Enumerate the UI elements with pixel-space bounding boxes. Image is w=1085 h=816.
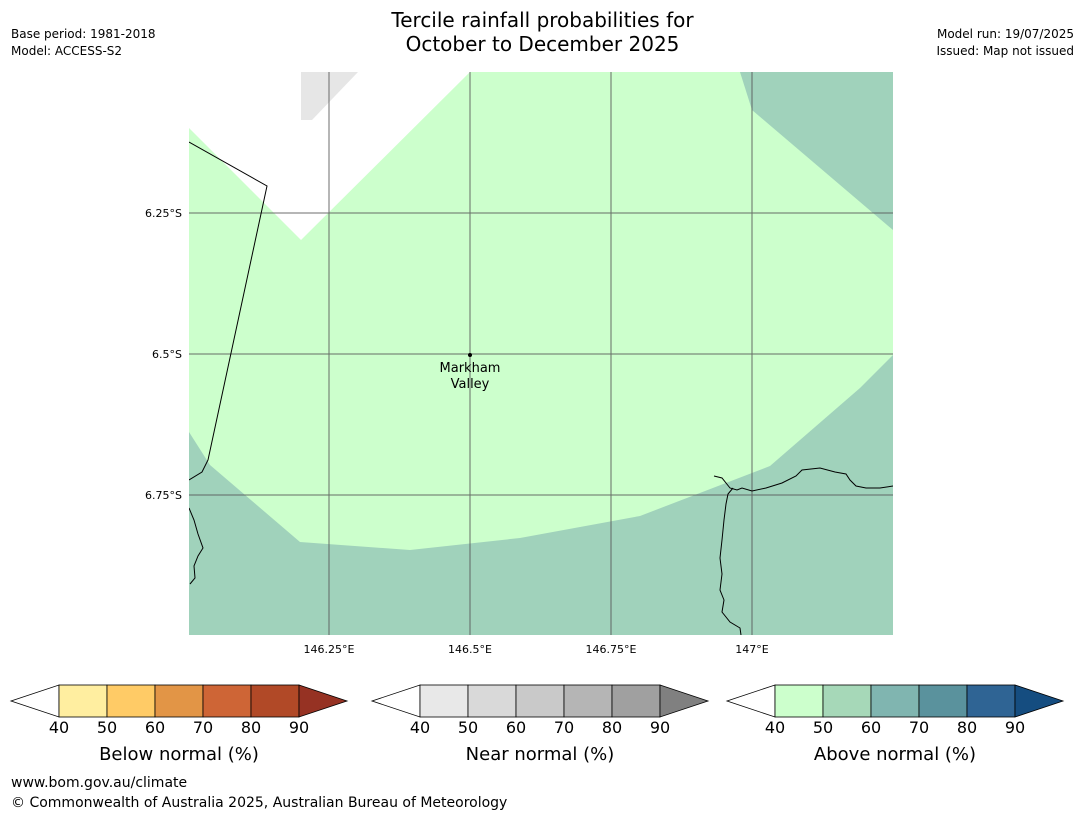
cb-near-tick: 80 — [601, 718, 623, 737]
cb-near-tick: 40 — [409, 718, 431, 737]
colorbar-below-segment — [154, 684, 204, 718]
above-normal-50-60-region-south — [189, 355, 893, 635]
colorbar-above-graphic — [725, 684, 1065, 718]
colorbar-near-segment — [467, 684, 517, 718]
lat-label-6-25: 6.25°S — [145, 207, 182, 220]
colorbar-near-segment — [611, 684, 661, 718]
cb-above-tick: 40 — [764, 718, 786, 737]
colorbar-above: 40 50 60 70 80 90 Above normal (%) — [716, 684, 1076, 765]
coastline-west — [189, 507, 204, 585]
graticule — [189, 72, 893, 635]
map-title: Tercile rainfall probabilities for Octob… — [0, 8, 1085, 56]
markham-valley-marker[interactable] — [468, 353, 472, 357]
coastline-east — [713, 467, 893, 492]
cb-above-tick: 90 — [1004, 718, 1026, 737]
colorbar-above-segment — [870, 684, 920, 718]
cb-below-tick: 50 — [96, 718, 118, 737]
colorbar-near-label: Near normal (%) — [465, 744, 615, 765]
colorbar-above-over-arrow — [1014, 684, 1065, 718]
colorbar-below-over-arrow — [298, 684, 349, 718]
cb-below-tick: 60 — [144, 718, 166, 737]
colorbar-below-segment — [106, 684, 156, 718]
cb-near-tick: 70 — [553, 718, 575, 737]
cb-above-tick: 50 — [812, 718, 834, 737]
colorbar-below-label: Below normal (%) — [99, 744, 259, 765]
meta-left: Base period: 1981-2018 Model: ACCESS-S2 — [11, 26, 156, 60]
colorbar-above-segment — [918, 684, 968, 718]
cb-above-tick: 70 — [908, 718, 930, 737]
cb-below-tick: 80 — [240, 718, 262, 737]
footer-url[interactable]: www.bom.gov.au/climate — [11, 775, 188, 791]
lat-label-6-75: 6.75°S — [145, 489, 182, 502]
place-label-line1: Markham — [440, 361, 501, 376]
cb-above-tick: 60 — [860, 718, 882, 737]
colorbar-below-under-arrow — [9, 684, 60, 718]
lon-label-146-25: 146.25°E — [304, 643, 355, 656]
model-run-text: Model run: 19/07/2025 — [936, 27, 1074, 41]
colorbar-near-over-arrow — [659, 684, 710, 718]
colorbar-above-segment — [822, 684, 872, 718]
lon-label-146-5: 146.5°E — [448, 643, 492, 656]
model-text: Model: ACCESS-S2 — [11, 44, 123, 58]
colorbar-near: 40 50 60 70 80 90 Near normal (%) — [361, 684, 721, 765]
colorbar-near-under-arrow — [370, 684, 421, 718]
colorbar-above-under-arrow — [725, 684, 776, 718]
base-period-text: Base period: 1981-2018 — [11, 27, 156, 41]
cb-below-tick: 70 — [192, 718, 214, 737]
cb-near-tick: 60 — [505, 718, 527, 737]
river-line — [719, 487, 742, 635]
issued-text: Issued: Map not issued — [936, 44, 1074, 58]
title-line-2: October to December 2025 — [405, 32, 680, 56]
colorbar-above-label: Above normal (%) — [813, 744, 977, 765]
rainfall-map[interactable]: Markham Valley 6.25°S 6.5°S 6.75°S 146.2… — [0, 0, 1085, 680]
border-line — [189, 141, 268, 481]
colorbar-above-segment — [774, 684, 824, 718]
footer-copyright: © Commonwealth of Australia 2025, Austra… — [11, 795, 508, 811]
above-normal-50-60-region-ne — [740, 72, 893, 230]
colorbar-above-segment — [966, 684, 1016, 718]
colorbar-near-segment — [419, 684, 469, 718]
map-canvas — [189, 72, 893, 635]
cb-near-tick: 50 — [457, 718, 479, 737]
colorbar-below: 40 50 60 70 80 90 Below normal (%) — [0, 684, 360, 765]
colorbar-near-segment — [515, 684, 565, 718]
cb-above-tick: 80 — [956, 718, 978, 737]
colorbar-below-segment — [250, 684, 300, 718]
place-label-line2: Valley — [451, 377, 490, 392]
meta-right: Model run: 19/07/2025 Issued: Map not is… — [936, 26, 1074, 60]
lon-label-146-75: 146.75°E — [586, 643, 637, 656]
lon-label-147: 147°E — [735, 643, 768, 656]
colorbar-below-graphic — [9, 684, 349, 718]
colorbar-near-segment — [563, 684, 613, 718]
cb-below-tick: 40 — [48, 718, 70, 737]
colorbar-below-segment — [58, 684, 108, 718]
colorbar-below-segment — [202, 684, 252, 718]
cb-near-tick: 90 — [649, 718, 671, 737]
lat-label-6-5: 6.5°S — [152, 348, 182, 361]
colorbar-near-graphic — [370, 684, 710, 718]
title-line-1: Tercile rainfall probabilities for — [391, 8, 694, 32]
cb-below-tick: 90 — [288, 718, 310, 737]
